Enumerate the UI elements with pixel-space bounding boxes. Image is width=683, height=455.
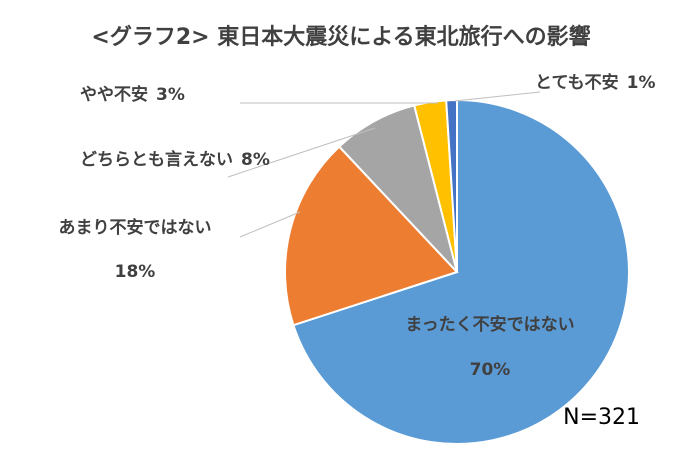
pie-slice — [284, 145, 459, 327]
data-label-category: まったく不安ではない — [405, 314, 574, 335]
leader-line — [454, 91, 541, 102]
data-label-value: 8% — [241, 150, 270, 170]
data-label-value: 3% — [156, 85, 185, 105]
data-label-value: 70% — [470, 360, 511, 380]
data-label-category: あまり不安ではない — [59, 217, 212, 238]
chart-title: <グラフ2> 東日本大震災による東北旅行への影響 — [91, 24, 590, 50]
data-label-value: 1% — [627, 73, 656, 93]
pie-slice — [292, 98, 630, 445]
data-label-category: やや不安 — [80, 84, 148, 105]
leader-line — [239, 211, 301, 238]
leader-line — [227, 127, 376, 178]
pie-slice — [445, 98, 458, 273]
data-label: やや不安 3% — [80, 84, 185, 105]
data-label-value: 18% — [115, 262, 156, 282]
data-label: とても不安 1% — [535, 72, 656, 93]
data-label-category: どちらとも言えない — [80, 149, 233, 170]
annotation: N=321 — [563, 405, 640, 430]
data-label: どちらとも言えない 8% — [80, 149, 270, 170]
data-label-category: とても不安 — [535, 72, 619, 93]
